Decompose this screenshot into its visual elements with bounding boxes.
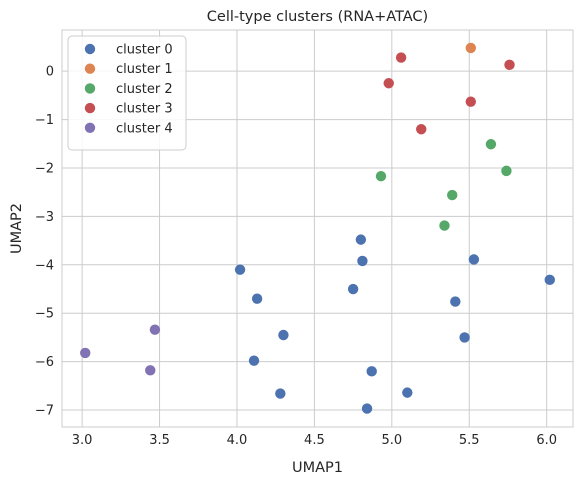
x-tick-label: 4.0 xyxy=(227,433,248,448)
legend-marker-cluster-3 xyxy=(84,102,96,114)
cluster-4-point xyxy=(80,347,91,359)
cluster-0-point xyxy=(278,329,289,341)
x-tick-label: 3.0 xyxy=(72,433,93,448)
legend-box xyxy=(67,35,187,151)
cluster-0-point xyxy=(234,264,246,275)
legend-marker-cluster-0 xyxy=(84,43,96,55)
y-tick-label: −2 xyxy=(35,161,54,176)
x-tick-label: 6.0 xyxy=(536,433,557,448)
cluster-0-point xyxy=(402,387,413,398)
cluster-0-point xyxy=(468,254,480,265)
cluster-0-point xyxy=(366,366,377,377)
y-tick-label: −7 xyxy=(35,404,54,419)
cluster-0-point xyxy=(361,403,373,414)
cluster-3-point xyxy=(383,78,394,89)
cluster-3-point xyxy=(395,52,407,63)
y-tick-labels: 0 −1 −2 −3 −4 −5 −6 −7 xyxy=(35,65,54,419)
y-tick-label: −5 xyxy=(35,307,54,322)
cluster-0-point xyxy=(355,234,367,245)
legend-marker-cluster-4 xyxy=(84,122,96,133)
cluster-2-point xyxy=(447,189,458,201)
cluster-1-point xyxy=(465,42,476,54)
legend-marker-cluster-1 xyxy=(84,63,96,74)
x-tick-labels: 3.0 3.5 4.0 4.5 5.0 5.5 6.0 xyxy=(72,433,557,448)
legend-label-cluster-3: cluster 3 xyxy=(116,102,173,117)
cluster-0-point xyxy=(251,293,263,304)
chart-title: Cell-type clusters (RNA+ATAC) xyxy=(207,9,428,25)
cluster-0-point xyxy=(459,332,470,343)
y-tick-label: −3 xyxy=(35,210,54,225)
x-axis-label: UMAP1 xyxy=(292,460,343,476)
x-tick-label: 5.0 xyxy=(381,433,402,448)
cluster-0-point xyxy=(357,255,368,267)
cluster-3-point xyxy=(465,96,476,107)
cluster-0-point xyxy=(347,283,359,295)
y-tick-label: 0 xyxy=(46,65,54,80)
y-axis-label: UMAP2 xyxy=(9,203,25,254)
cluster-3-point xyxy=(504,59,515,71)
cluster-4-point xyxy=(149,324,161,335)
x-tick-label: 4.5 xyxy=(304,433,325,448)
cluster-2-point xyxy=(439,220,450,231)
cluster-0-point xyxy=(450,296,461,307)
cluster-4-point xyxy=(145,365,156,376)
cluster-0-point xyxy=(544,274,555,286)
legend-marker-cluster-2 xyxy=(84,83,96,94)
cluster-2-point xyxy=(485,139,497,150)
legend-label-cluster-0: cluster 0 xyxy=(116,43,173,58)
cluster-3-point xyxy=(416,124,427,135)
legend-label-cluster-1: cluster 1 xyxy=(116,62,173,77)
legend-label-cluster-4: cluster 4 xyxy=(116,121,173,136)
y-tick-label: −1 xyxy=(35,113,54,128)
cluster-2-point xyxy=(375,171,387,182)
y-tick-label: −6 xyxy=(35,355,54,370)
cluster-2-point xyxy=(501,165,512,177)
data-points xyxy=(80,42,555,414)
cluster-0-point xyxy=(275,388,286,399)
x-tick-label: 3.5 xyxy=(149,433,170,448)
legend-label-cluster-2: cluster 2 xyxy=(116,82,173,97)
legend: cluster 0 cluster 1 cluster 2 cluster 3 clus… xyxy=(67,35,187,151)
x-tick-label: 5.5 xyxy=(459,433,480,448)
cluster-0-point xyxy=(248,355,260,366)
y-tick-label: −4 xyxy=(35,258,54,273)
